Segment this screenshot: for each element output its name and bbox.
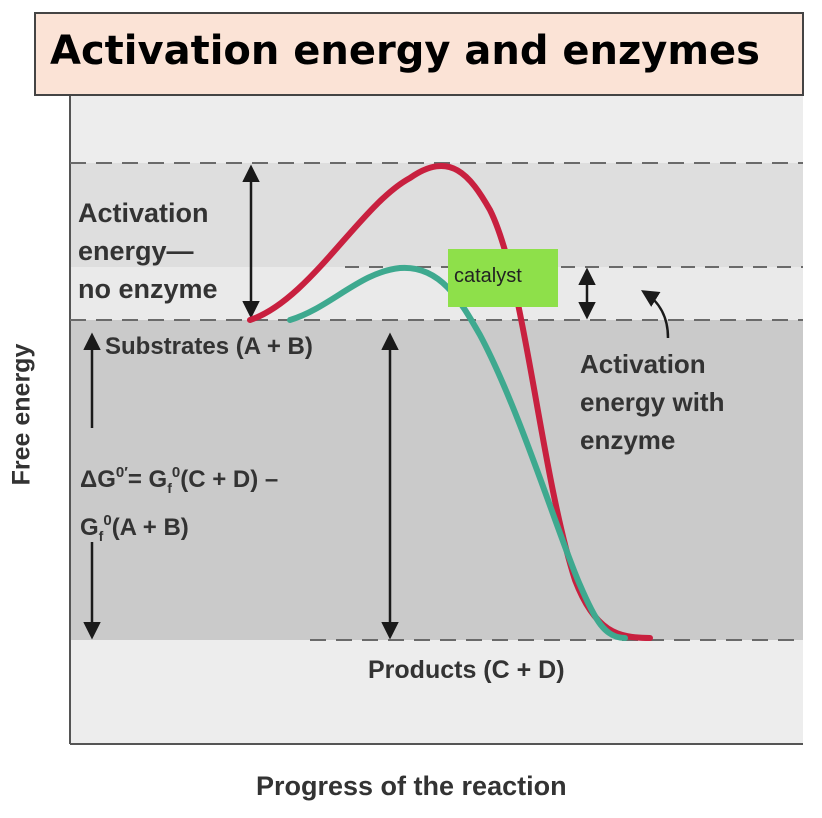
y-axis-label: Free energy — [7, 343, 36, 486]
catalyst-label: catalyst — [454, 265, 522, 287]
products-label: Products (C + D) — [368, 656, 565, 684]
catalyst-highlight — [448, 249, 558, 307]
delta-g-equation: ΔG0′= Gf0(C + D) – Gf0(A + B) — [80, 464, 279, 544]
curved-pointer-arrow — [641, 290, 670, 339]
band-delta-g — [70, 320, 803, 640]
with-enzyme-curve — [287, 264, 628, 641]
activation-no-enzyme-label: Activation energy— no enzyme — [78, 198, 218, 304]
title-banner: Activation energy and enzymes — [34, 12, 804, 96]
activation-with-enzyme-label: Activation energy with enzyme — [580, 349, 725, 455]
x-axis-label: Progress of the reaction — [256, 771, 567, 801]
substrates-label: Substrates (A + B) — [105, 333, 313, 360]
page-title: Activation energy and enzymes — [50, 28, 760, 74]
